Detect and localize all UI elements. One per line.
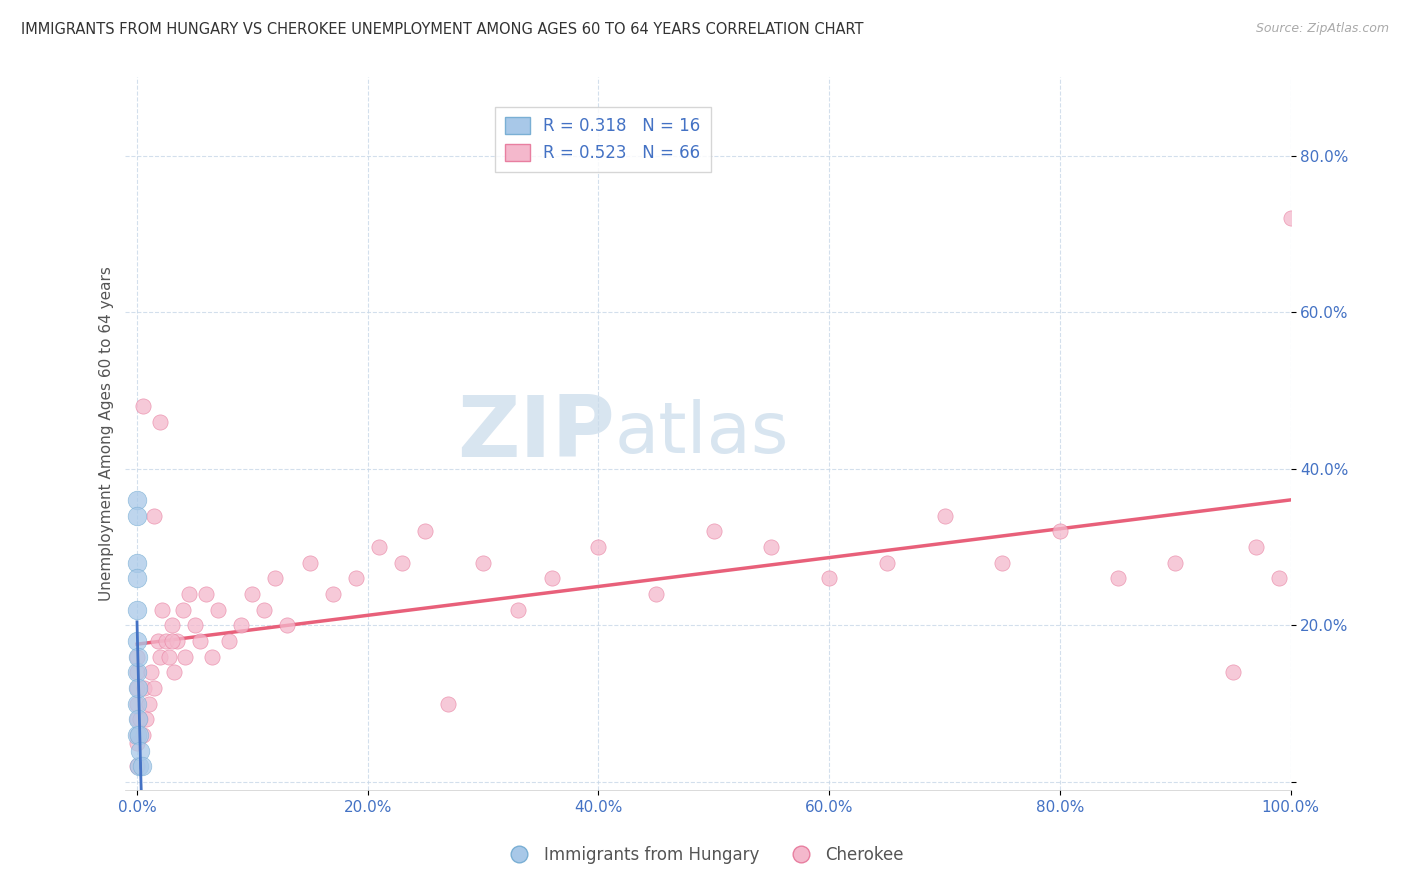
Point	[146, 634, 169, 648]
Point	[207, 603, 229, 617]
Point	[1164, 556, 1187, 570]
Point	[322, 587, 344, 601]
Point	[761, 540, 783, 554]
Legend: R = 0.318   N = 16, R = 0.523   N = 66: R = 0.318 N = 16, R = 0.523 N = 66	[495, 107, 710, 172]
Point	[128, 759, 150, 773]
Point	[1279, 211, 1302, 226]
Point	[472, 556, 495, 570]
Point	[125, 508, 148, 523]
Text: Source: ZipAtlas.com: Source: ZipAtlas.com	[1256, 22, 1389, 36]
Point	[177, 587, 200, 601]
Point	[264, 572, 287, 586]
Point	[132, 728, 155, 742]
Point	[172, 603, 194, 617]
Point	[125, 572, 148, 586]
Point	[195, 587, 218, 601]
Point	[201, 649, 224, 664]
Point	[1107, 572, 1129, 586]
Point	[125, 759, 148, 773]
Point	[876, 556, 898, 570]
Legend: Immigrants from Hungary, Cherokee: Immigrants from Hungary, Cherokee	[495, 839, 911, 871]
Point	[506, 603, 529, 617]
Point	[818, 572, 841, 586]
Point	[157, 649, 180, 664]
Point	[240, 587, 263, 601]
Point	[125, 665, 148, 680]
Point	[391, 556, 413, 570]
Point	[253, 603, 276, 617]
Point	[125, 728, 148, 742]
Point	[125, 681, 148, 695]
Point	[143, 681, 166, 695]
Point	[1268, 572, 1291, 586]
Point	[125, 728, 148, 742]
Point	[344, 572, 367, 586]
Point	[155, 634, 177, 648]
Point	[368, 540, 391, 554]
Point	[129, 712, 152, 726]
Point	[437, 697, 460, 711]
Point	[160, 634, 183, 648]
Point	[125, 634, 148, 648]
Point	[131, 759, 153, 773]
Point	[541, 572, 564, 586]
Point	[132, 681, 155, 695]
Point	[174, 649, 197, 664]
Y-axis label: Unemployment Among Ages 60 to 64 years: Unemployment Among Ages 60 to 64 years	[100, 266, 114, 601]
Text: ZIP: ZIP	[457, 392, 614, 475]
Point	[1244, 540, 1267, 554]
Point	[150, 603, 173, 617]
Point	[125, 665, 148, 680]
Point	[645, 587, 668, 601]
Point	[276, 618, 298, 632]
Point	[127, 649, 149, 664]
Point	[149, 649, 172, 664]
Point	[125, 736, 148, 750]
Point	[125, 697, 148, 711]
Point	[588, 540, 610, 554]
Point	[229, 618, 252, 632]
Point	[125, 603, 148, 617]
Point	[1222, 665, 1244, 680]
Point	[125, 556, 148, 570]
Point	[218, 634, 240, 648]
Point	[125, 712, 148, 726]
Point	[183, 618, 205, 632]
Point	[149, 415, 172, 429]
Point	[163, 665, 186, 680]
Point	[166, 634, 188, 648]
Point	[415, 524, 437, 539]
Point	[703, 524, 725, 539]
Point	[160, 618, 183, 632]
Point	[135, 712, 157, 726]
Point	[125, 697, 148, 711]
Point	[125, 649, 148, 664]
Point	[139, 665, 162, 680]
Point	[127, 681, 149, 695]
Point	[127, 712, 149, 726]
Point	[190, 634, 212, 648]
Point	[299, 556, 322, 570]
Point	[138, 697, 160, 711]
Text: atlas: atlas	[614, 399, 789, 468]
Point	[132, 399, 155, 413]
Point	[128, 728, 150, 742]
Point	[1049, 524, 1071, 539]
Text: IMMIGRANTS FROM HUNGARY VS CHEROKEE UNEMPLOYMENT AMONG AGES 60 TO 64 YEARS CORRE: IMMIGRANTS FROM HUNGARY VS CHEROKEE UNEM…	[21, 22, 863, 37]
Point	[991, 556, 1014, 570]
Point	[934, 508, 956, 523]
Point	[129, 744, 152, 758]
Point	[143, 508, 166, 523]
Point	[125, 493, 148, 508]
